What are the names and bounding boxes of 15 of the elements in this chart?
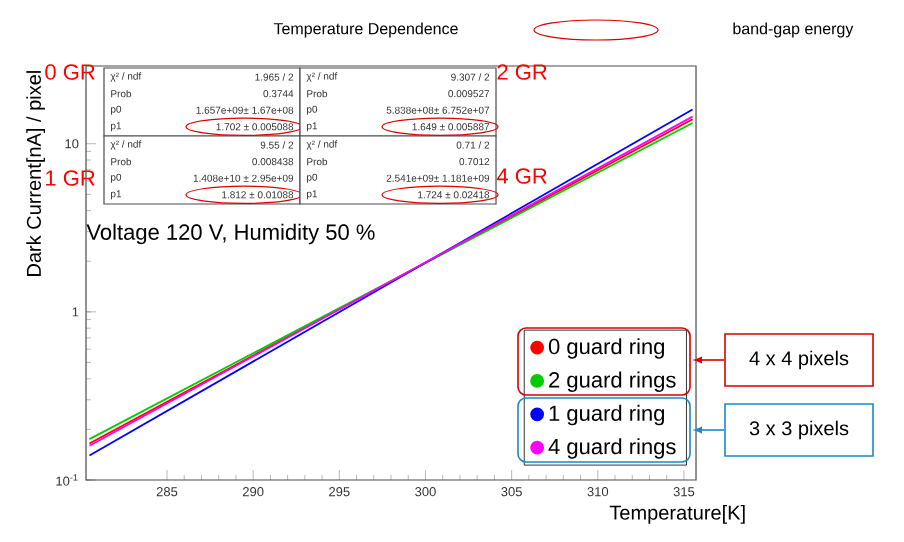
legend-label: 2 guard rings [549,371,676,392]
legend-label: 1 guard ring [549,404,665,426]
annotation: 1 GR [46,170,95,186]
chart-title: Temperature Dependence [273,22,458,38]
y-axis-title: Dark Current[nA] / pixel [26,71,45,276]
text: band-gap energy [733,22,854,38]
annotation: Voltage 120 V, Humidity 50 % [86,223,375,245]
legend-label: 4 guard rings [548,438,676,459]
annotation: 4 GR [496,168,547,184]
annotation: 0 GR [45,64,95,80]
text: 3 x 3 pixels [749,420,849,440]
text: 4 x 4 pixels [749,350,849,370]
x-axis-title: Temperature[K] [609,505,745,524]
annotation: 2 GR [497,64,547,80]
legend-label: 0 guard ring [548,338,665,359]
